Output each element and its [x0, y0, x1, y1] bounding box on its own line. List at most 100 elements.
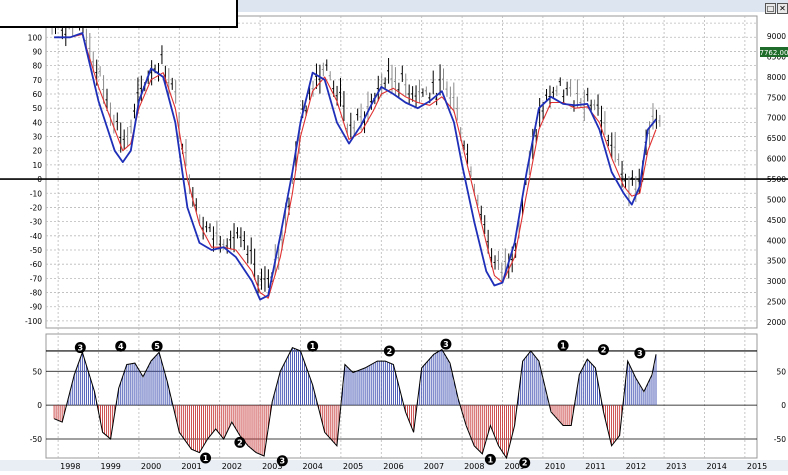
- restore-button[interactable]: □: [765, 3, 776, 14]
- upper-panel-frame: [45, 15, 758, 329]
- y-tick-label: 10: [32, 161, 42, 170]
- y-tick-label: 30: [32, 133, 42, 142]
- wave-marker-label: 1: [488, 455, 494, 464]
- y-tick-label: 40: [32, 118, 42, 127]
- price-tick-label: 4000: [767, 236, 786, 245]
- price-tick-label: 3500: [767, 257, 786, 266]
- y-tick-label: 70: [32, 76, 42, 85]
- axis-layer: 1998 1999 2000 2001 2002 2003 2004 2005 2006 2007…: [0, 19, 788, 471]
- x-tick-label: 2014: [706, 462, 726, 471]
- wave-marker-label: 2: [522, 459, 528, 468]
- x-tick-label: 1999: [101, 462, 121, 471]
- price-tick-label: 7500: [767, 93, 786, 102]
- osc-y-tick-label: 0: [37, 401, 42, 410]
- y-tick-label: -10: [30, 189, 42, 198]
- wave-marker: [151, 340, 163, 352]
- x-tick-label: 2010: [545, 462, 565, 471]
- osc-right-tick-label: -50: [774, 435, 786, 444]
- y-tick-label: 0: [37, 175, 42, 184]
- wave-marker: [557, 340, 569, 352]
- wave-marker: [440, 338, 452, 350]
- x-tick-label: 1998: [60, 462, 80, 471]
- y-tick-label: 20: [32, 147, 42, 156]
- wave-marker-label: 2: [601, 346, 607, 355]
- price-tick-label: 5500: [767, 175, 786, 184]
- x-tick-label: 2011: [585, 462, 605, 471]
- wave-marker: [307, 340, 319, 352]
- x-axis-bar: [0, 460, 788, 471]
- wave-marker: [519, 457, 531, 469]
- y-tick-label: -90: [30, 303, 42, 312]
- candlestick-series: [50, 11, 661, 294]
- x-tick-label: 2001: [181, 462, 201, 471]
- x-tick-label: 2015: [747, 462, 767, 471]
- y-tick-label: 80: [32, 62, 42, 71]
- price-tick-label: 2000: [767, 318, 786, 327]
- y-tick-label: -60: [30, 260, 42, 269]
- histogram-outline: [53, 346, 657, 460]
- x-tick-label: 2008: [464, 462, 484, 471]
- wave-marker-label: 1: [560, 342, 566, 351]
- y-tick-label: -80: [30, 289, 42, 298]
- wave-marker-label: 3: [443, 340, 449, 349]
- osc-right-tick-label: 0: [781, 401, 786, 410]
- x-tick-label: 2005: [343, 462, 363, 471]
- osc-right-tick-label: 50: [776, 367, 786, 376]
- slow-oscillator-line: [54, 33, 657, 299]
- histogram-series: [53, 346, 657, 460]
- price-tick-label: 5000: [767, 195, 786, 204]
- wave-marker-label: 3: [280, 457, 286, 466]
- wave-marker-label: 2: [237, 438, 243, 447]
- y-tick-label: -50: [30, 246, 42, 255]
- x-tick-label: 2007: [424, 462, 444, 471]
- wave-marker-label: 3: [637, 349, 643, 358]
- y-tick-label: 50: [32, 104, 42, 113]
- wave-marker: [276, 455, 288, 467]
- y-tick-label: 100: [28, 33, 43, 42]
- lower-panel-frame: [45, 333, 758, 459]
- y-tick-label: -20: [30, 203, 42, 212]
- wave-marker: [634, 347, 646, 359]
- price-tick-label: 9000: [767, 32, 786, 41]
- wave-marker: [200, 452, 212, 464]
- wave-marker-label: 1: [203, 454, 209, 463]
- x-tick-label: 2000: [141, 462, 161, 471]
- x-tick-label: 2006: [383, 462, 403, 471]
- x-tick-label: 2013: [666, 462, 686, 471]
- x-tick-label: 2002: [222, 462, 242, 471]
- wave-marker-label: 4: [118, 342, 124, 351]
- price-tick-label: 3000: [767, 277, 786, 286]
- y-tick-label: 90: [32, 47, 42, 56]
- price-tick-label: 8000: [767, 73, 786, 82]
- x-tick-label: 2004: [303, 462, 323, 471]
- price-tick-label: 4500: [767, 216, 786, 225]
- y-tick-label: -70: [30, 274, 42, 283]
- price-tick-label: 6000: [767, 155, 786, 164]
- y-tick-label: -30: [30, 218, 42, 227]
- wave-marker-label: 2: [387, 347, 393, 356]
- fast-oscillator-line: [54, 32, 657, 301]
- price-tick-label: 7000: [767, 114, 786, 123]
- x-tick-label: 2003: [262, 462, 282, 471]
- y-tick-label: 60: [32, 90, 42, 99]
- x-tick-label: 2012: [626, 462, 646, 471]
- price-tick-label: 6500: [767, 134, 786, 143]
- wave-marker: [484, 453, 496, 465]
- wave-marker: [115, 340, 127, 352]
- osc-y-tick-label: -50: [30, 435, 42, 444]
- close-button[interactable]: ✕: [777, 3, 788, 14]
- wave-markers: 3 4 5 1 2 3 1 2 3 1 2 1 2 3: [74, 338, 646, 469]
- oscillator-lines: [54, 32, 657, 301]
- price-badge: [760, 47, 788, 57]
- y-tick-label: -40: [30, 232, 42, 241]
- wave-marker-label: 3: [78, 344, 84, 353]
- price-tick-label: 2500: [767, 298, 786, 307]
- price-badge-label: 7762.00: [760, 49, 788, 57]
- overlay-panel: [0, 0, 238, 28]
- wave-marker: [597, 344, 609, 356]
- wave-marker: [74, 342, 86, 354]
- wave-marker-label: 5: [154, 342, 160, 351]
- wave-marker: [383, 345, 395, 357]
